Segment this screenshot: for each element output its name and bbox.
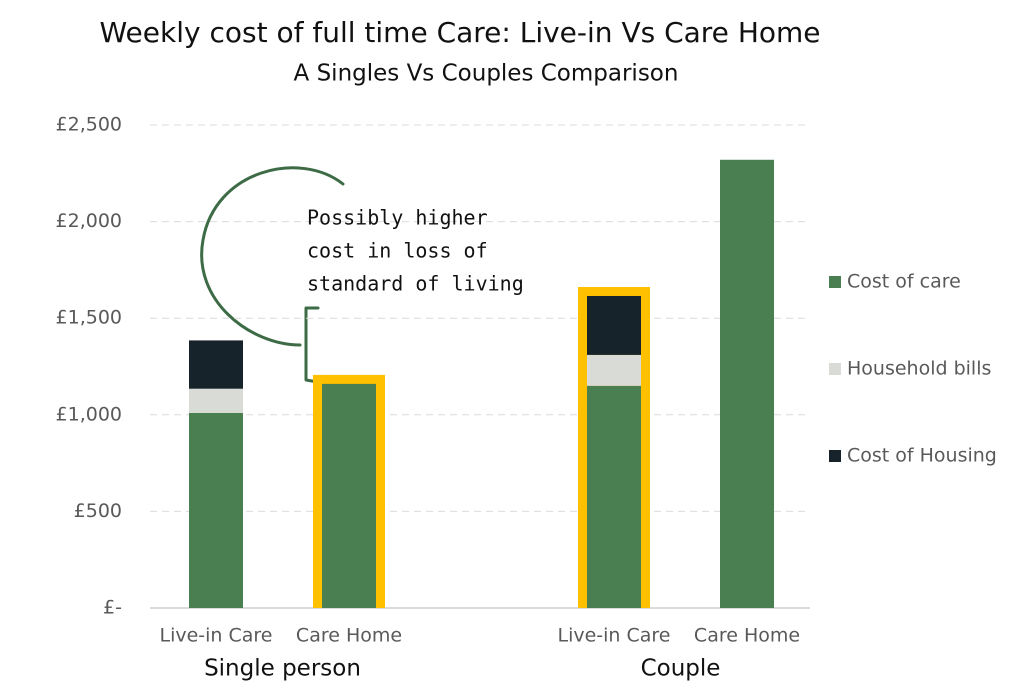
bar-segment <box>189 412 243 608</box>
group-label: Single person <box>204 656 361 682</box>
x-tick-label: Care Home <box>694 625 800 647</box>
bar-segment <box>587 295 641 355</box>
y-tick-label: £500 <box>74 500 122 522</box>
legend-swatch <box>829 363 841 375</box>
y-tick-label: £1,000 <box>56 403 122 425</box>
x-tick-label: Live-in Care <box>159 625 272 647</box>
legend-label: Household bills <box>847 358 991 380</box>
bar-segment <box>189 388 243 413</box>
legend-swatch <box>829 276 841 288</box>
legend-label: Cost of care <box>847 271 961 293</box>
bar-segment <box>720 159 774 608</box>
bar-segment <box>587 385 641 608</box>
bar-segment <box>322 383 376 608</box>
legend-label: Cost of Housing <box>847 445 997 467</box>
chart-subtitle: A Singles Vs Couples Comparison <box>294 61 679 87</box>
group-label: Couple <box>641 656 721 682</box>
annotation-text: standard of living <box>307 272 524 296</box>
y-tick-label: £2,500 <box>56 114 122 136</box>
y-tick-label: £1,500 <box>56 307 122 329</box>
annotation-curve <box>200 166 345 347</box>
bar-segment <box>587 354 641 386</box>
annotation-text: cost in loss of <box>307 239 488 263</box>
annotation-brace <box>304 306 320 384</box>
chart-title: Weekly cost of full time Care: Live-in V… <box>100 16 821 49</box>
annotation-text: Possibly higher <box>307 206 488 230</box>
legend-swatch <box>829 450 841 462</box>
bar-segment <box>189 340 243 389</box>
y-tick-label: £- <box>103 597 122 619</box>
x-tick-label: Live-in Care <box>557 625 670 647</box>
x-tick-label: Care Home <box>296 625 402 647</box>
y-tick-label: £2,000 <box>56 210 122 232</box>
